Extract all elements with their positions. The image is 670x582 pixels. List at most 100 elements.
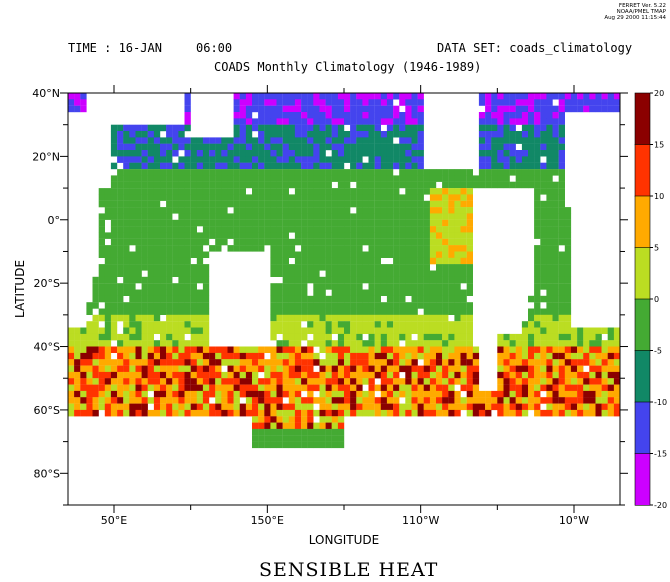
data-cell	[166, 308, 173, 315]
data-cell	[485, 112, 492, 119]
data-cell	[282, 270, 289, 277]
data-cell	[497, 359, 504, 366]
data-cell	[129, 378, 136, 385]
data-cell	[215, 207, 222, 214]
data-cell	[117, 232, 124, 239]
data-cell	[374, 314, 381, 322]
data-cell	[129, 162, 136, 170]
data-cell	[141, 308, 148, 315]
data-cell	[546, 295, 553, 303]
data-cell	[123, 156, 130, 163]
data-cell	[160, 365, 167, 373]
data-cell	[564, 219, 572, 227]
data-cell	[521, 150, 529, 157]
data-cell	[454, 378, 461, 385]
data-cell	[233, 200, 240, 208]
data-cell	[564, 308, 572, 315]
data-cell	[337, 194, 345, 201]
data-cell	[276, 270, 283, 277]
data-cell	[190, 352, 197, 360]
data-cell	[270, 137, 277, 144]
data-cell	[356, 390, 363, 398]
data-cell	[117, 150, 124, 157]
data-cell	[172, 264, 179, 271]
data-cell	[337, 359, 345, 366]
data-cell	[540, 340, 547, 347]
data-cell	[80, 390, 87, 398]
data-cell	[325, 359, 332, 366]
data-cell	[386, 124, 394, 132]
data-cell	[399, 270, 406, 277]
data-cell	[564, 384, 572, 392]
data-cell	[485, 409, 492, 417]
data-cell	[423, 371, 430, 379]
data-cell	[552, 378, 559, 385]
data-cell	[221, 207, 228, 214]
data-cell	[466, 321, 473, 328]
data-cell	[227, 226, 234, 233]
data-cell	[276, 156, 283, 163]
data-cell	[399, 321, 406, 328]
data-cell	[350, 200, 357, 208]
data-cell	[442, 169, 449, 176]
data-cell	[386, 245, 394, 252]
data-cell	[497, 409, 504, 417]
data-cell	[319, 175, 326, 182]
data-cell	[448, 251, 455, 258]
data-cell	[209, 359, 216, 366]
data-cell	[135, 175, 142, 182]
data-cell	[110, 188, 118, 195]
data-cell	[196, 150, 204, 157]
data-cell	[160, 409, 167, 417]
data-cell	[411, 378, 418, 385]
data-cell	[252, 143, 259, 151]
data-cell	[129, 359, 136, 366]
data-cell	[245, 112, 253, 119]
data-cell	[534, 409, 541, 417]
data-cell	[589, 99, 596, 106]
data-cell	[521, 409, 529, 417]
data-cell	[509, 390, 516, 398]
data-cell	[405, 219, 412, 227]
data-cell	[386, 378, 394, 385]
data-cell	[123, 333, 130, 341]
data-cell	[399, 131, 406, 138]
data-cell	[613, 352, 621, 360]
data-cell	[503, 365, 510, 373]
data-cell	[319, 105, 326, 113]
data-cell	[485, 124, 492, 132]
data-cell	[325, 384, 332, 392]
data-cell	[294, 340, 302, 347]
data-cell	[331, 137, 338, 144]
data-cell	[319, 378, 326, 385]
data-cell	[227, 181, 234, 189]
data-cell	[423, 226, 430, 233]
data-cell	[288, 112, 296, 119]
data-cell	[368, 251, 375, 258]
data-cell	[491, 131, 498, 138]
data-cell	[221, 378, 228, 385]
data-cell	[202, 264, 210, 271]
data-cell	[393, 219, 400, 227]
data-cell	[276, 314, 283, 322]
data-cell	[294, 276, 302, 284]
data-cell	[337, 105, 345, 113]
data-cell	[442, 264, 449, 271]
data-cell	[123, 371, 130, 379]
data-cell	[368, 390, 375, 398]
data-cell	[356, 352, 363, 360]
data-cell	[546, 99, 553, 106]
data-cell	[307, 245, 314, 252]
data-cell	[460, 200, 467, 208]
data-cell	[301, 270, 308, 277]
data-cell	[264, 416, 271, 423]
data-cell	[405, 257, 412, 265]
data-cell	[344, 207, 351, 214]
data-cell	[245, 378, 253, 385]
data-cell	[153, 137, 161, 144]
data-cell	[442, 232, 449, 239]
data-cell	[117, 333, 124, 341]
data-cell	[534, 397, 541, 404]
data-cell	[356, 207, 363, 214]
data-cell	[233, 112, 240, 119]
